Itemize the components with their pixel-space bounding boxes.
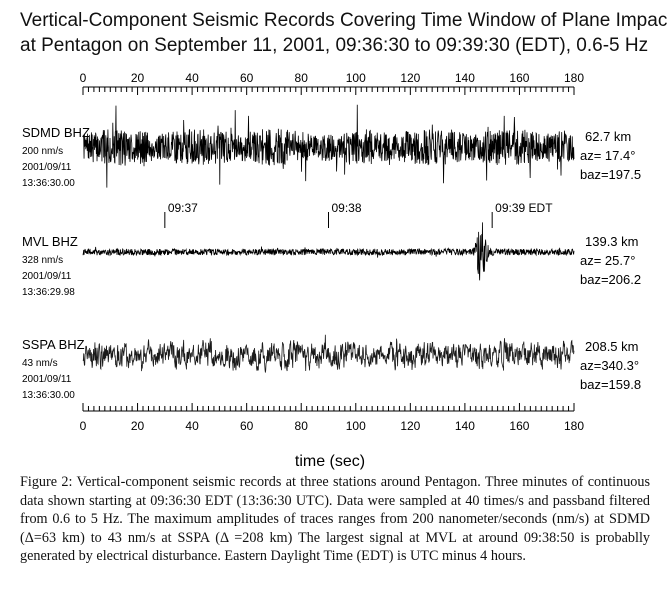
- seismogram-plot: 0 20 40 60 80 100 120 140 160 180 0 20 40 60 80 100 120…: [22, 71, 641, 470]
- figure-caption: Figure 2: Vertical-component seismic rec…: [20, 474, 650, 564]
- station-name: MVL BHZ: [22, 234, 78, 249]
- station-start-time: 13:36:30.00: [22, 390, 75, 401]
- station-date: 2001/09/11: [22, 162, 72, 173]
- station-scale: 43 nm/s: [22, 358, 58, 369]
- time-marker-label: 09:39 EDT: [495, 201, 553, 215]
- station-date: 2001/09/11: [22, 374, 72, 385]
- time-marker-label: 09:38: [332, 201, 362, 215]
- trace-sspa-bhz: [82, 334, 575, 373]
- trace-mvl-bhz: [82, 222, 575, 281]
- station-azimuth: az= 25.7°: [580, 253, 635, 268]
- chart-title-line2: at Pentagon on September 11, 2001, 09:36…: [20, 35, 649, 56]
- station-distance: 62.7 km: [585, 129, 631, 144]
- bottom-tick-label: 40: [185, 419, 199, 433]
- traces: [82, 104, 575, 373]
- station-start-time: 13:36:29.98: [22, 287, 75, 298]
- x-axis-label: time (sec): [295, 453, 365, 470]
- station-back-azimuth: baz=206.2: [580, 272, 641, 287]
- station-scale: 200 nm/s: [22, 146, 63, 157]
- bottom-tick-label: 80: [295, 419, 309, 433]
- top-tick-label: 140: [455, 71, 475, 85]
- chart-title-line1: Vertical-Component Seismic Records Cover…: [20, 10, 667, 31]
- top-tick-label: 0: [80, 71, 87, 85]
- bottom-tick-label: 160: [509, 419, 529, 433]
- bottom-time-axis: 0 20 40 60 80 100 120 140 160 180: [80, 403, 584, 433]
- trace-labels: SDMD BHZ 200 nm/s 2001/09/11 13:36:30.00 62.…: [22, 125, 641, 401]
- bottom-tick-label: 100: [346, 419, 366, 433]
- top-time-axis: 0 20 40 60 80 100 120 140 160 180: [80, 71, 584, 95]
- top-tick-label: 180: [564, 71, 584, 85]
- station-name: SDMD BHZ: [22, 125, 90, 140]
- top-tick-label: 60: [240, 71, 254, 85]
- station-start-time: 13:36:30.00: [22, 178, 75, 189]
- station-distance: 208.5 km: [585, 339, 638, 354]
- chart-title: Vertical-Component Seismic Records Cover…: [20, 8, 667, 58]
- station-distance: 139.3 km: [585, 234, 638, 249]
- bottom-tick-label: 180: [564, 419, 584, 433]
- top-tick-label: 100: [346, 71, 366, 85]
- top-tick-label: 20: [131, 71, 145, 85]
- bottom-tick-label: 120: [400, 419, 420, 433]
- top-tick-label: 120: [400, 71, 420, 85]
- top-tick-label: 80: [295, 71, 309, 85]
- station-date: 2001/09/11: [22, 271, 72, 282]
- station-scale: 328 nm/s: [22, 255, 63, 266]
- station-name: SSPA BHZ: [22, 337, 85, 352]
- time-markers: 09:37 09:38 09:39 EDT: [164, 201, 553, 228]
- station-azimuth: az=340.3°: [580, 358, 639, 373]
- top-tick-label: 40: [185, 71, 199, 85]
- time-marker-label: 09:37: [168, 201, 198, 215]
- bottom-tick-label: 20: [131, 419, 145, 433]
- bottom-tick-label: 140: [455, 419, 475, 433]
- top-tick-label: 160: [509, 71, 529, 85]
- bottom-tick-label: 0: [80, 419, 87, 433]
- bottom-tick-label: 60: [240, 419, 254, 433]
- station-back-azimuth: baz=159.8: [580, 377, 641, 392]
- trace-sdmd-bhz: [82, 104, 575, 188]
- station-back-azimuth: baz=197.5: [580, 167, 641, 182]
- station-azimuth: az= 17.4°: [580, 148, 635, 163]
